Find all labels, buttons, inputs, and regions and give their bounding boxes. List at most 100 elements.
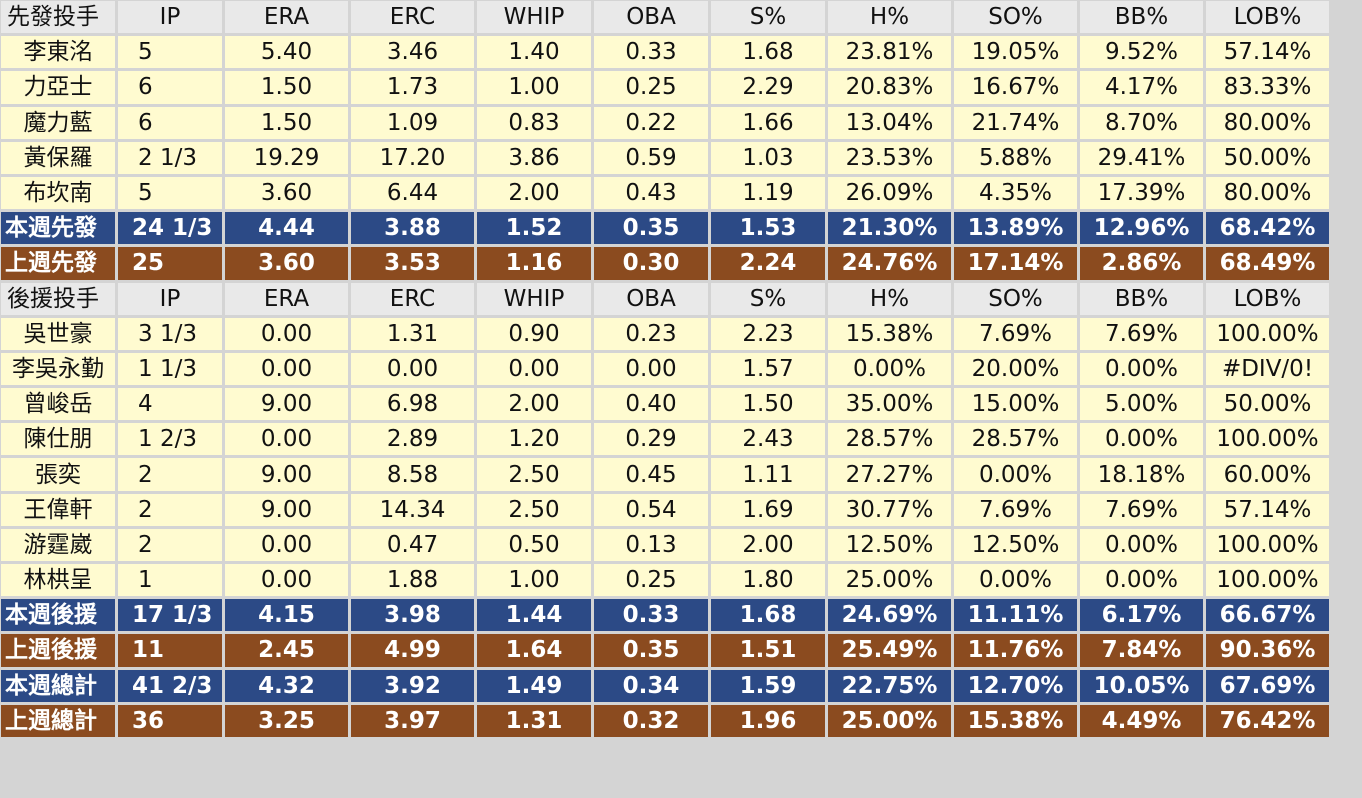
stat-cell: 1.00 <box>477 71 591 104</box>
stat-cell: 66.67% <box>1206 599 1329 632</box>
stat-cell: 1.59 <box>711 669 825 702</box>
stat-cell: 60.00% <box>1206 458 1329 491</box>
stat-cell: 0.30 <box>594 247 708 280</box>
stat-cell: 0.32 <box>594 704 708 737</box>
stat-cell: 25.00% <box>828 564 951 597</box>
stat-cell: 28.57% <box>954 423 1077 456</box>
stat-cell: 13.89% <box>954 212 1077 245</box>
pitcher-name: 魔力藍 <box>1 106 115 139</box>
stat-cell: 1.11 <box>711 458 825 491</box>
stat-cell: 1.64 <box>477 634 591 667</box>
stat-cell: 0.00 <box>225 528 348 561</box>
stat-cell: 80.00% <box>1206 176 1329 210</box>
player-row: 李吳永勤 1 1/3 0.00 0.00 0.00 0.00 1.57 0.00% 20.00%… <box>1 352 1329 386</box>
stat-cell: 18.18% <box>1080 458 1203 491</box>
player-row: 魔力藍 6 1.50 1.09 0.83 0.22 1.66 13.04% 21.74% 8.70… <box>1 106 1329 139</box>
stat-cell: 4.49% <box>1080 704 1203 737</box>
stat-cell: 27.27% <box>828 458 951 491</box>
player-row: 布坎南 5 3.60 6.44 2.00 0.43 1.19 26.09% 4.35% 17.39… <box>1 176 1329 210</box>
stat-cell: 0.83 <box>477 106 591 139</box>
stat-cell: 4.35% <box>954 176 1077 210</box>
stat-cell: 2.43 <box>711 423 825 456</box>
this-week-summary-row: 本週總計 41 2/3 4.32 3.92 1.49 0.34 1.59 22.75% 12.7… <box>1 669 1329 702</box>
stat-cell: #DIV/0! <box>1206 352 1329 386</box>
stat-cell: 17.39% <box>1080 176 1203 210</box>
stat-cell: 23.81% <box>828 36 951 69</box>
stat-cell: 11.11% <box>954 599 1077 632</box>
column-header: S% <box>711 282 825 315</box>
stat-cell: 3.98 <box>351 599 474 632</box>
stat-cell: 0.43 <box>594 176 708 210</box>
stat-cell: 90.36% <box>1206 634 1329 667</box>
stat-cell: 57.14% <box>1206 36 1329 69</box>
section-label: 先發投手 <box>1 1 115 34</box>
stat-cell: 21.74% <box>954 106 1077 139</box>
section-label: 後援投手 <box>1 282 115 315</box>
stat-cell: 0.25 <box>594 564 708 597</box>
stat-cell: 3.86 <box>477 141 591 174</box>
stat-cell: 7.69% <box>954 493 1077 526</box>
pitching-stats-table: 先發投手 IP ERA ERC WHIP OBA S% H% SO% BB% LOB% 李東洺 5 5.4… <box>1 1 1329 737</box>
stat-cell: 1.31 <box>351 317 474 350</box>
stat-cell: 19.05% <box>954 36 1077 69</box>
column-header: ERC <box>351 1 474 34</box>
stat-cell: 0.40 <box>594 388 708 421</box>
stat-cell: 0.90 <box>477 317 591 350</box>
stat-cell: 6 <box>118 106 222 139</box>
stat-cell: 12.70% <box>954 669 1077 702</box>
stat-cell: 24 1/3 <box>118 212 222 245</box>
stat-cell: 11.76% <box>954 634 1077 667</box>
player-row: 陳仕朋 1 2/3 0.00 2.89 1.20 0.29 2.43 28.57% 28.57%… <box>1 423 1329 456</box>
stat-cell: 21.30% <box>828 212 951 245</box>
stat-cell: 2.00 <box>477 388 591 421</box>
stat-cell: 29.41% <box>1080 141 1203 174</box>
stat-cell: 0.25 <box>594 71 708 104</box>
column-header: LOB% <box>1206 282 1329 315</box>
stat-cell: 0.00% <box>954 458 1077 491</box>
stat-cell: 13.04% <box>828 106 951 139</box>
stat-cell: 9.00 <box>225 458 348 491</box>
stat-cell: 1.50 <box>711 388 825 421</box>
stat-cell: 2.24 <box>711 247 825 280</box>
stat-cell: 17 1/3 <box>118 599 222 632</box>
stat-cell: 2 1/3 <box>118 141 222 174</box>
stat-cell: 12.50% <box>954 528 1077 561</box>
stat-cell: 5.00% <box>1080 388 1203 421</box>
stat-cell: 2.23 <box>711 317 825 350</box>
stat-cell: 14.34 <box>351 493 474 526</box>
pitcher-name: 游霆崴 <box>1 528 115 561</box>
stat-cell: 26.09% <box>828 176 951 210</box>
last-week-summary-row: 上週後援 11 2.45 4.99 1.64 0.35 1.51 25.49% 11.76% 7.… <box>1 634 1329 667</box>
stat-cell: 7.69% <box>954 317 1077 350</box>
stat-cell: 1.03 <box>711 141 825 174</box>
stat-cell: 0.47 <box>351 528 474 561</box>
pitcher-name: 上週先發 <box>1 247 115 280</box>
stat-cell: 0.59 <box>594 141 708 174</box>
stat-cell: 30.77% <box>828 493 951 526</box>
stat-cell: 22.75% <box>828 669 951 702</box>
stat-cell: 17.20 <box>351 141 474 174</box>
column-header: OBA <box>594 282 708 315</box>
stat-cell: 25 <box>118 247 222 280</box>
pitcher-name: 李東洺 <box>1 36 115 69</box>
column-header: IP <box>118 282 222 315</box>
stat-cell: 4 <box>118 388 222 421</box>
stat-cell: 7.69% <box>1080 317 1203 350</box>
stat-cell: 41 2/3 <box>118 669 222 702</box>
stat-cell: 57.14% <box>1206 493 1329 526</box>
stat-cell: 0.45 <box>594 458 708 491</box>
stat-cell: 1.66 <box>711 106 825 139</box>
stat-cell: 1.00 <box>477 564 591 597</box>
stat-cell: 0.00% <box>1080 423 1203 456</box>
column-header: ERA <box>225 1 348 34</box>
pitcher-name: 本週後援 <box>1 599 115 632</box>
pitcher-name: 本週先發 <box>1 212 115 245</box>
stat-cell: 1 1/3 <box>118 352 222 386</box>
this-week-summary-row: 本週後援 17 1/3 4.15 3.98 1.44 0.33 1.68 24.69% 11.1… <box>1 599 1329 632</box>
stat-cell: 1.16 <box>477 247 591 280</box>
stat-cell: 2.50 <box>477 458 591 491</box>
stat-cell: 3.53 <box>351 247 474 280</box>
stat-cell: 1.20 <box>477 423 591 456</box>
stat-cell: 6.98 <box>351 388 474 421</box>
stat-cell: 2 <box>118 493 222 526</box>
